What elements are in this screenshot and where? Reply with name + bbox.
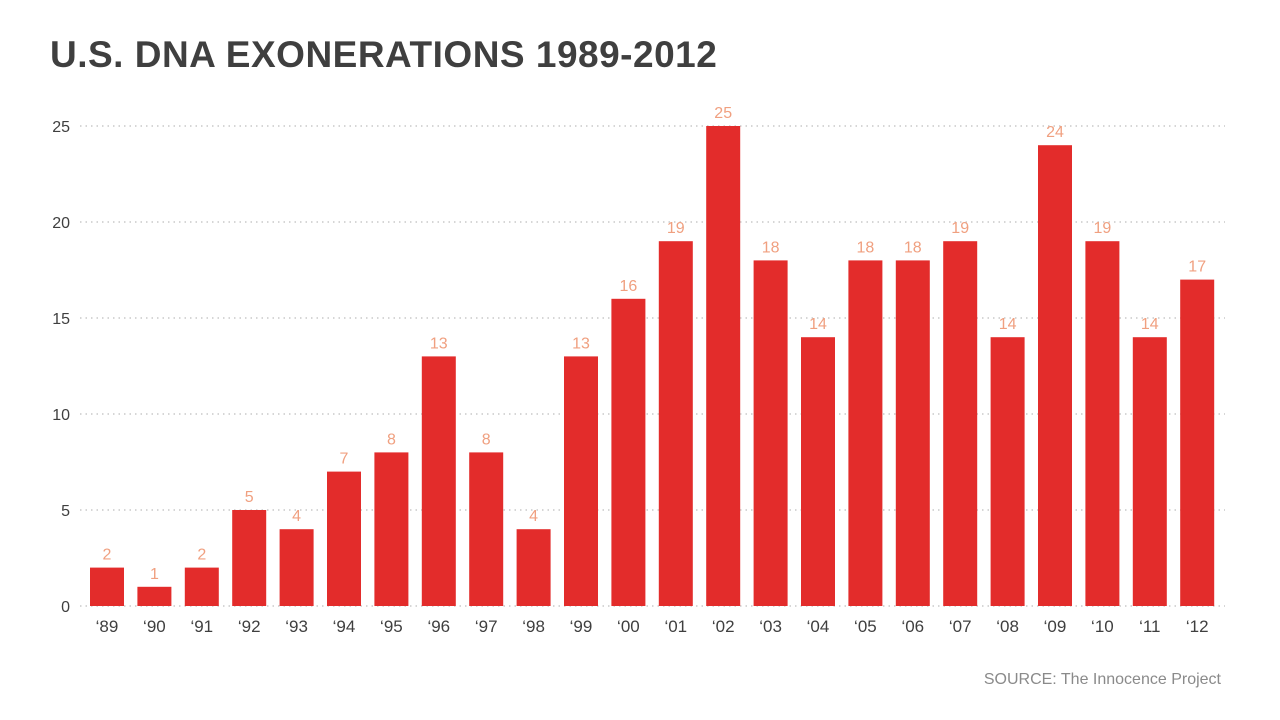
bar bbox=[753, 260, 788, 606]
x-tick-label: ‘99 bbox=[570, 617, 593, 636]
value-label: 14 bbox=[999, 316, 1017, 333]
value-label: 4 bbox=[529, 508, 538, 525]
value-label: 13 bbox=[572, 335, 590, 352]
value-label: 19 bbox=[951, 220, 969, 237]
y-axis-ticks: 0 5 10 15 20 25 bbox=[52, 119, 70, 616]
value-label: 25 bbox=[714, 105, 732, 122]
y-tick-label: 0 bbox=[61, 599, 70, 616]
x-axis-ticks: ‘89 ‘90 ‘91 ‘92 ‘93 ‘94 ‘95 ‘96 ‘97 ‘98 ‘99 ‘00 ‘01 ‘… bbox=[96, 617, 1209, 636]
x-tick-label: ‘01 bbox=[664, 617, 687, 636]
value-label: 1 bbox=[150, 566, 159, 583]
value-label: 13 bbox=[430, 335, 448, 352]
value-label: 7 bbox=[340, 451, 349, 468]
value-label: 8 bbox=[482, 431, 491, 448]
bar bbox=[374, 452, 409, 606]
x-tick-label: ‘89 bbox=[96, 617, 119, 636]
x-tick-label: ‘09 bbox=[1044, 617, 1067, 636]
x-tick-label: ‘06 bbox=[901, 617, 924, 636]
bar bbox=[611, 298, 646, 606]
bar bbox=[801, 337, 835, 606]
value-label: 2 bbox=[103, 547, 112, 564]
x-tick-label: ‘02 bbox=[712, 617, 735, 636]
y-tick-label: 5 bbox=[61, 503, 70, 520]
bar bbox=[516, 529, 551, 606]
x-tick-label: ‘07 bbox=[949, 617, 972, 636]
bar bbox=[1132, 337, 1167, 606]
chart-title: U.S. DNA EXONERATIONS 1989-2012 bbox=[50, 34, 718, 75]
bar bbox=[279, 529, 314, 606]
value-label: 2 bbox=[197, 547, 206, 564]
value-label: 14 bbox=[1141, 316, 1159, 333]
value-label: 5 bbox=[245, 489, 254, 506]
value-label: 18 bbox=[904, 239, 922, 256]
value-label: 17 bbox=[1188, 259, 1206, 276]
value-label: 19 bbox=[1094, 220, 1112, 237]
bar bbox=[184, 567, 219, 606]
bar bbox=[90, 567, 124, 606]
x-tick-label: ‘92 bbox=[238, 617, 261, 636]
bar bbox=[1038, 145, 1072, 606]
gridlines bbox=[80, 125, 1225, 607]
x-tick-label: ‘04 bbox=[807, 617, 830, 636]
x-tick-label: ‘95 bbox=[380, 617, 403, 636]
value-label: 14 bbox=[809, 316, 827, 333]
value-label: 18 bbox=[857, 239, 875, 256]
bar bbox=[1180, 279, 1215, 606]
source-note: SOURCE: The Innocence Project bbox=[983, 671, 1221, 688]
x-tick-label: ‘05 bbox=[854, 617, 877, 636]
bars bbox=[90, 126, 1215, 606]
x-tick-label: ‘90 bbox=[143, 617, 166, 636]
value-label: 18 bbox=[762, 239, 780, 256]
x-tick-label: ‘94 bbox=[333, 617, 356, 636]
x-tick-label: ‘12 bbox=[1186, 617, 1209, 636]
bar bbox=[421, 356, 456, 606]
bar bbox=[848, 260, 883, 606]
bar bbox=[706, 126, 741, 606]
y-tick-label: 10 bbox=[52, 407, 70, 424]
value-label: 24 bbox=[1046, 124, 1064, 141]
bar bbox=[469, 452, 504, 606]
x-tick-label: ‘10 bbox=[1091, 617, 1114, 636]
bar bbox=[943, 241, 978, 606]
bar bbox=[137, 586, 172, 606]
value-label: 19 bbox=[667, 220, 685, 237]
y-tick-label: 20 bbox=[52, 215, 70, 232]
y-tick-label: 15 bbox=[52, 311, 70, 328]
value-label: 4 bbox=[292, 508, 301, 525]
bar bbox=[658, 241, 693, 606]
x-tick-label: ‘97 bbox=[475, 617, 498, 636]
value-label: 8 bbox=[387, 431, 396, 448]
value-label: 16 bbox=[620, 278, 638, 295]
bar bbox=[895, 260, 930, 606]
bar bbox=[232, 510, 267, 606]
x-tick-label: ‘98 bbox=[522, 617, 545, 636]
x-tick-label: ‘96 bbox=[427, 617, 450, 636]
x-tick-label: ‘91 bbox=[190, 617, 213, 636]
bar bbox=[327, 471, 361, 606]
y-tick-label: 25 bbox=[52, 119, 70, 136]
bar bbox=[564, 356, 598, 606]
bar bbox=[990, 337, 1025, 606]
x-tick-label: ‘00 bbox=[617, 617, 640, 636]
x-tick-label: ‘03 bbox=[759, 617, 782, 636]
x-tick-label: ‘11 bbox=[1139, 617, 1160, 636]
x-tick-label: ‘08 bbox=[996, 617, 1019, 636]
bar bbox=[1085, 241, 1120, 606]
x-tick-label: ‘93 bbox=[285, 617, 308, 636]
